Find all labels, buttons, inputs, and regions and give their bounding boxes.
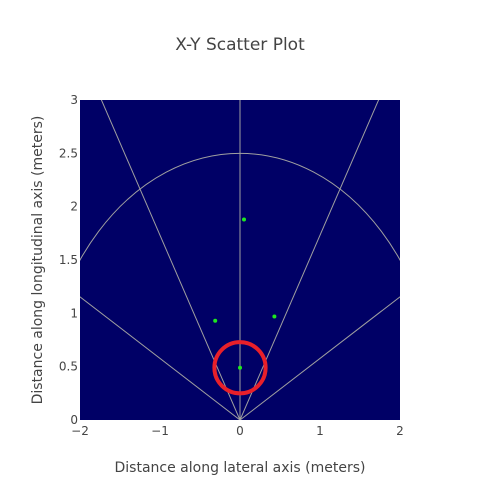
x-tick-label: −2 [71,424,89,438]
guide-ray [80,296,241,420]
x-ticks: −2 −1 0 1 2 [71,424,404,438]
guide-ray [239,296,400,420]
y-tick-label: 3 [70,93,78,107]
x-tick-label: 1 [316,424,324,438]
data-point [272,314,277,319]
y-tick-label: 2 [70,200,78,214]
data-point [238,365,242,370]
chart-title: X-Y Scatter Plot [175,35,305,55]
x-tick-label: −1 [151,424,169,438]
highlight-group [212,340,268,396]
y-tick-label: 1 [70,306,78,320]
y-ticks: 0 0.5 1 1.5 2 2.5 3 [59,93,78,427]
guide-lines [80,100,400,420]
data-points [213,217,277,370]
y-tick-label: 1.5 [59,253,78,267]
y-tick-label: 0.5 [59,360,78,374]
x-tick-label: 0 [236,424,244,438]
guide-ray [100,100,241,420]
x-axis-label: Distance along lateral axis (meters) [115,460,366,476]
x-tick-label: 2 [396,424,404,438]
guide-ray [239,100,380,420]
y-tick-label: 2.5 [59,146,78,160]
y-tick-label: 0 [70,413,78,427]
data-point [213,318,218,323]
guide-arc [80,152,400,262]
highlight-circle [212,340,268,396]
y-axis-label: Distance along longitudinal axis (meters… [30,116,46,405]
data-point [242,217,246,222]
